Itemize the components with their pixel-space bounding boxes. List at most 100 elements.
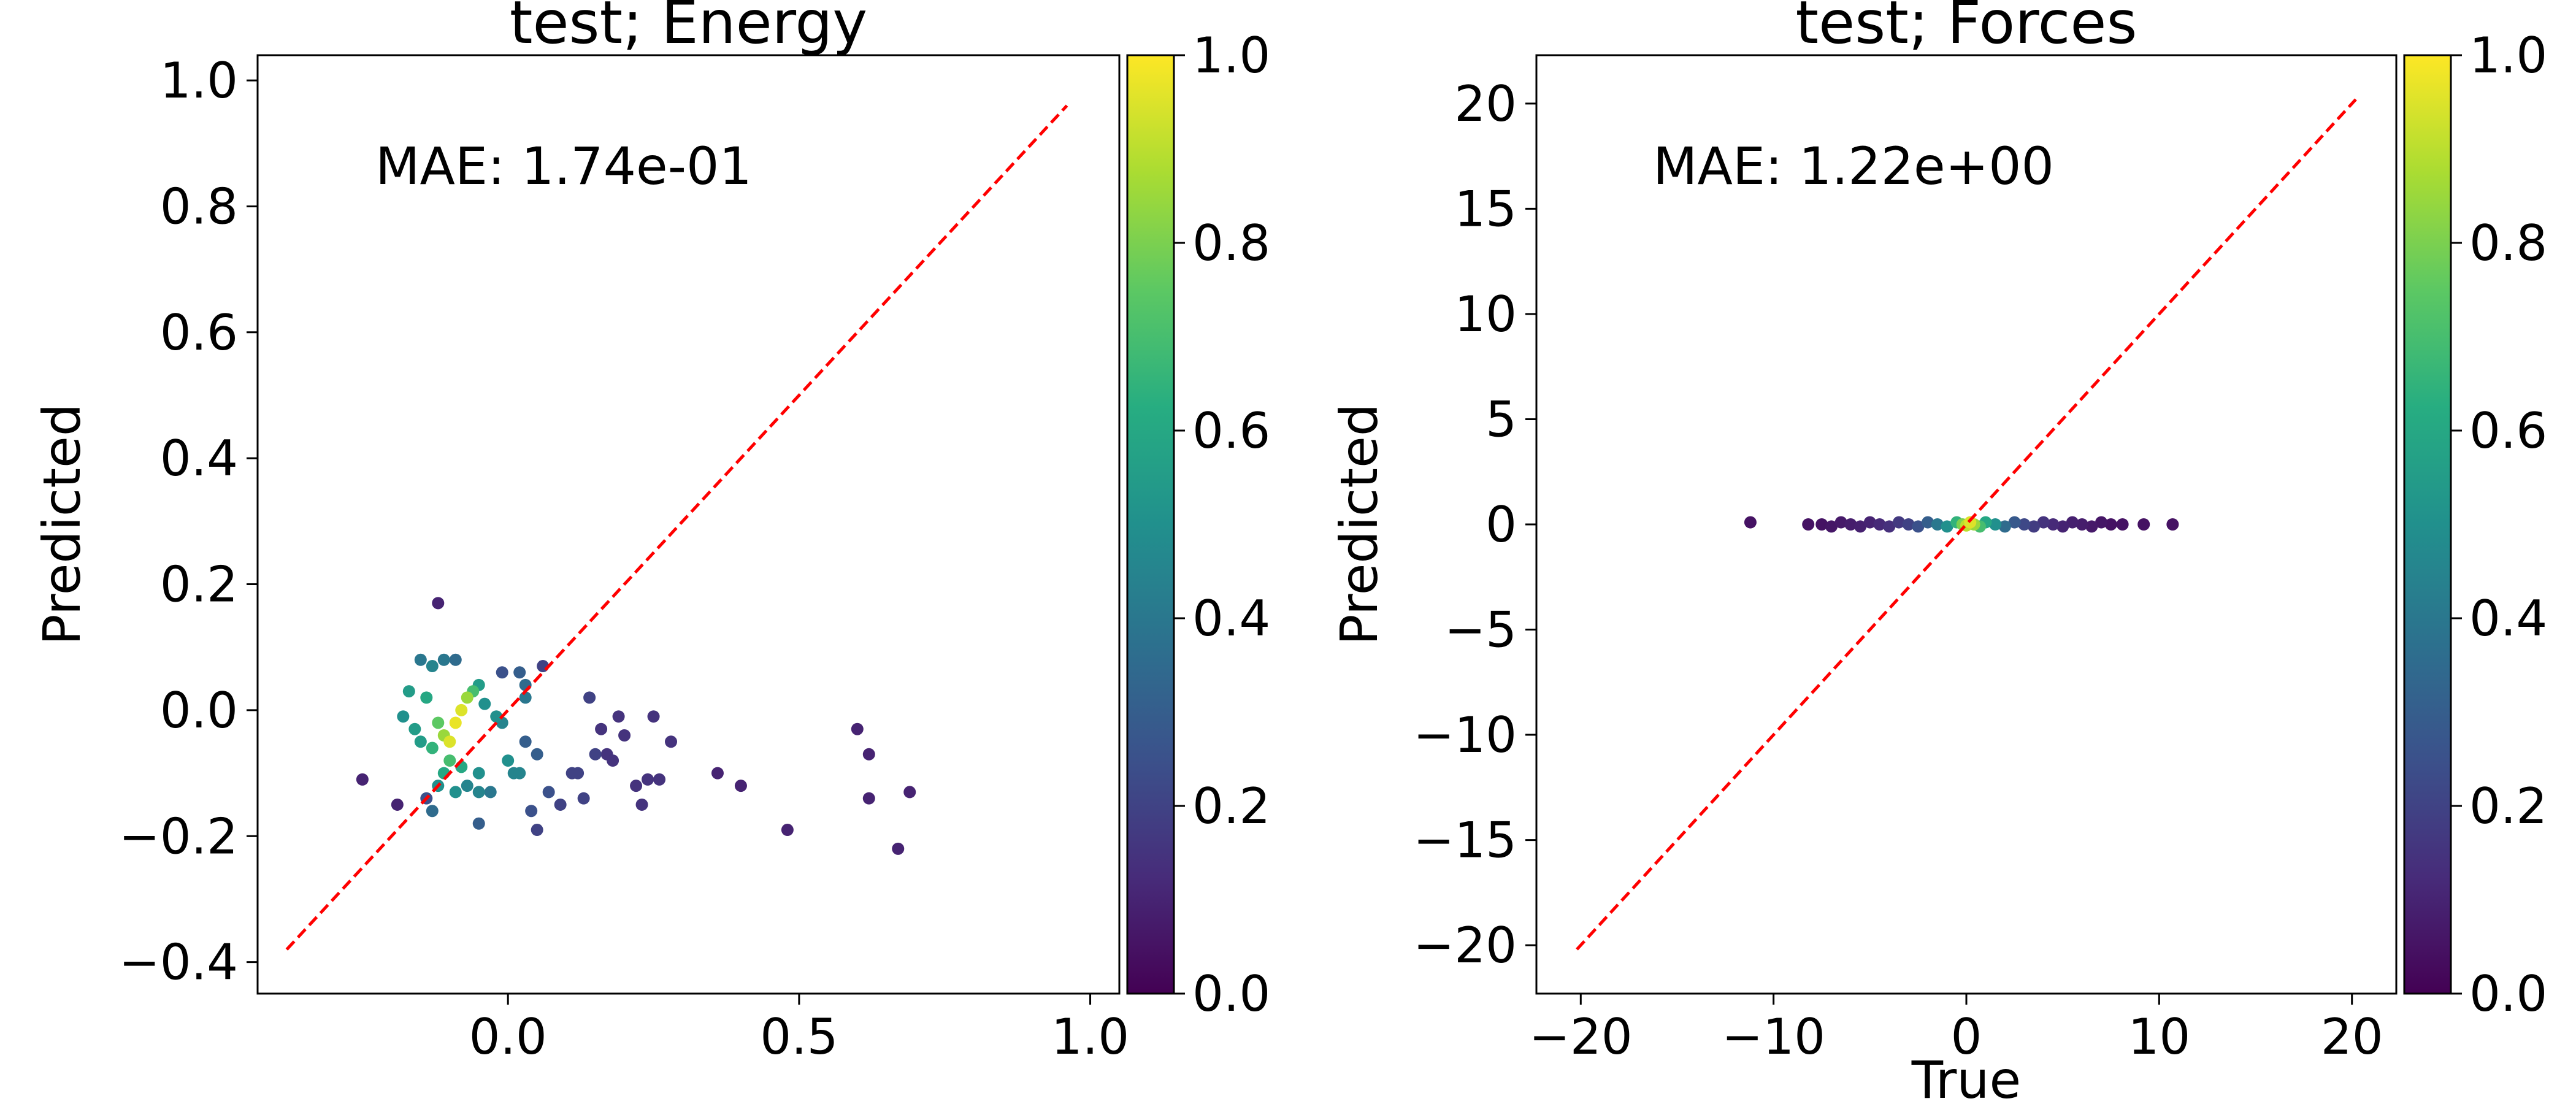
scatter-point bbox=[2008, 516, 2021, 529]
y-tick-label: −0.2 bbox=[119, 808, 238, 865]
scatter-point bbox=[1815, 518, 1828, 531]
x-tick-label: 0.0 bbox=[469, 1008, 547, 1065]
y-tick-label: 15 bbox=[1454, 180, 1517, 237]
scatter-point bbox=[525, 805, 538, 818]
subplot-forces: test; Forces −20 −10 0 10 20 −20 −15 −10 −5 0 5 10 15… bbox=[1329, 0, 2547, 1104]
scatter-point bbox=[2057, 520, 2069, 533]
scatter-point bbox=[2018, 518, 2031, 531]
scatter-point bbox=[1912, 520, 1925, 533]
scatter-point bbox=[443, 735, 456, 748]
scatter-point bbox=[420, 691, 433, 704]
scatter-point bbox=[1802, 518, 1815, 531]
x-tick-label: 20 bbox=[2321, 1008, 2383, 1065]
scatter-point bbox=[583, 691, 596, 704]
scatter-point bbox=[577, 792, 590, 805]
mae-annotation: MAE: 1.74e-01 bbox=[375, 136, 752, 196]
scatter-point bbox=[612, 710, 625, 723]
scatter-point bbox=[1834, 516, 1847, 529]
colorbar-tick-label: 0.2 bbox=[1192, 778, 1270, 835]
scatter-point bbox=[449, 786, 462, 799]
scatter-point bbox=[618, 729, 631, 742]
scatter-point bbox=[1863, 516, 1876, 529]
x-tick-label: 0.5 bbox=[760, 1008, 838, 1065]
scatter-point bbox=[653, 773, 666, 786]
y-axis-label: Predicted bbox=[1329, 404, 1389, 645]
scatter-point bbox=[432, 597, 445, 610]
scatter-point bbox=[397, 710, 410, 723]
colorbar-tick-label: 0.0 bbox=[1192, 965, 1270, 1022]
scatter-point bbox=[595, 723, 608, 735]
scatter-point bbox=[496, 666, 508, 679]
scatter-point bbox=[862, 748, 875, 761]
scatter-point bbox=[572, 767, 585, 780]
colorbar-tick-label: 0.4 bbox=[1192, 590, 1270, 647]
scatter-point bbox=[1922, 516, 1934, 529]
y-tick-label: −0.4 bbox=[119, 934, 238, 991]
scatter-point bbox=[455, 703, 468, 716]
y-tick-label: 10 bbox=[1454, 286, 1517, 343]
scatter-point bbox=[2166, 518, 2179, 531]
scatter-point bbox=[903, 786, 916, 799]
scatter-point bbox=[862, 792, 875, 805]
x-axis-label: True bbox=[1911, 1050, 2021, 1104]
x-tick-label: −10 bbox=[1722, 1008, 1825, 1065]
scatter-point bbox=[1931, 518, 1944, 531]
scatter-point bbox=[2028, 520, 2041, 533]
y-tick-label: 0.6 bbox=[160, 304, 238, 361]
scatter-point bbox=[781, 824, 794, 837]
x-tick-label: 1.0 bbox=[1051, 1008, 1129, 1065]
colorbar bbox=[2404, 55, 2451, 994]
scatter-point bbox=[426, 805, 439, 818]
scatter-point bbox=[2076, 518, 2088, 531]
scatter-point bbox=[1825, 520, 1838, 533]
axes-frame bbox=[256, 54, 1121, 995]
scatter-point bbox=[2116, 518, 2129, 531]
scatter-points bbox=[1744, 516, 2179, 533]
scatter-point bbox=[2066, 516, 2079, 529]
colorbar-tick-label: 0.4 bbox=[2469, 590, 2547, 647]
y-tick-label: 0.8 bbox=[160, 178, 238, 235]
scatter-point bbox=[513, 666, 526, 679]
chart-title: test; Forces bbox=[1796, 0, 2137, 57]
x-tick-label: 10 bbox=[2128, 1008, 2190, 1065]
colorbar-frame bbox=[2403, 54, 2452, 995]
scatter-point bbox=[2095, 516, 2108, 529]
colorbar-tick-label: 1.0 bbox=[2469, 27, 2547, 84]
scatter-point bbox=[472, 767, 485, 780]
scatter-point bbox=[2047, 518, 2060, 531]
scatter-point bbox=[2104, 518, 2117, 531]
x-tick-label: −20 bbox=[1529, 1008, 1633, 1065]
scatter-point bbox=[1998, 520, 2011, 533]
scatter-point bbox=[734, 780, 747, 792]
y-tick-label: 1.0 bbox=[160, 52, 238, 109]
scatter-point bbox=[1873, 518, 1886, 531]
y-tick-label: −15 bbox=[1413, 812, 1517, 869]
scatter-point bbox=[1902, 518, 1915, 531]
scatter-point bbox=[1854, 520, 1867, 533]
scatter-point bbox=[1941, 520, 1953, 533]
identity-line bbox=[285, 104, 1068, 951]
scatter-point bbox=[449, 716, 462, 729]
scatter-point bbox=[472, 786, 485, 799]
scatter-point bbox=[2137, 518, 2150, 531]
scatter-point bbox=[519, 735, 532, 748]
scatter-point bbox=[432, 716, 445, 729]
colorbar-tick-label: 0.0 bbox=[2469, 965, 2547, 1022]
scatter-point bbox=[443, 754, 456, 767]
scatter-point bbox=[665, 735, 678, 748]
y-tick-label: −10 bbox=[1413, 707, 1517, 764]
scatter-point bbox=[635, 798, 648, 811]
y-tick-label: −20 bbox=[1413, 917, 1517, 974]
scatter-point bbox=[711, 767, 724, 780]
scatter-point bbox=[542, 786, 555, 799]
scatter-point bbox=[1883, 520, 1896, 533]
scatter-point bbox=[2085, 520, 2098, 533]
x-tick-label: 0 bbox=[1951, 1008, 1982, 1065]
scatter-point bbox=[531, 748, 543, 761]
scatter-point bbox=[490, 710, 503, 723]
scatter-point bbox=[402, 685, 415, 698]
scatter-points bbox=[356, 597, 916, 855]
scatter-point bbox=[513, 767, 526, 780]
scatter-point bbox=[408, 723, 421, 735]
